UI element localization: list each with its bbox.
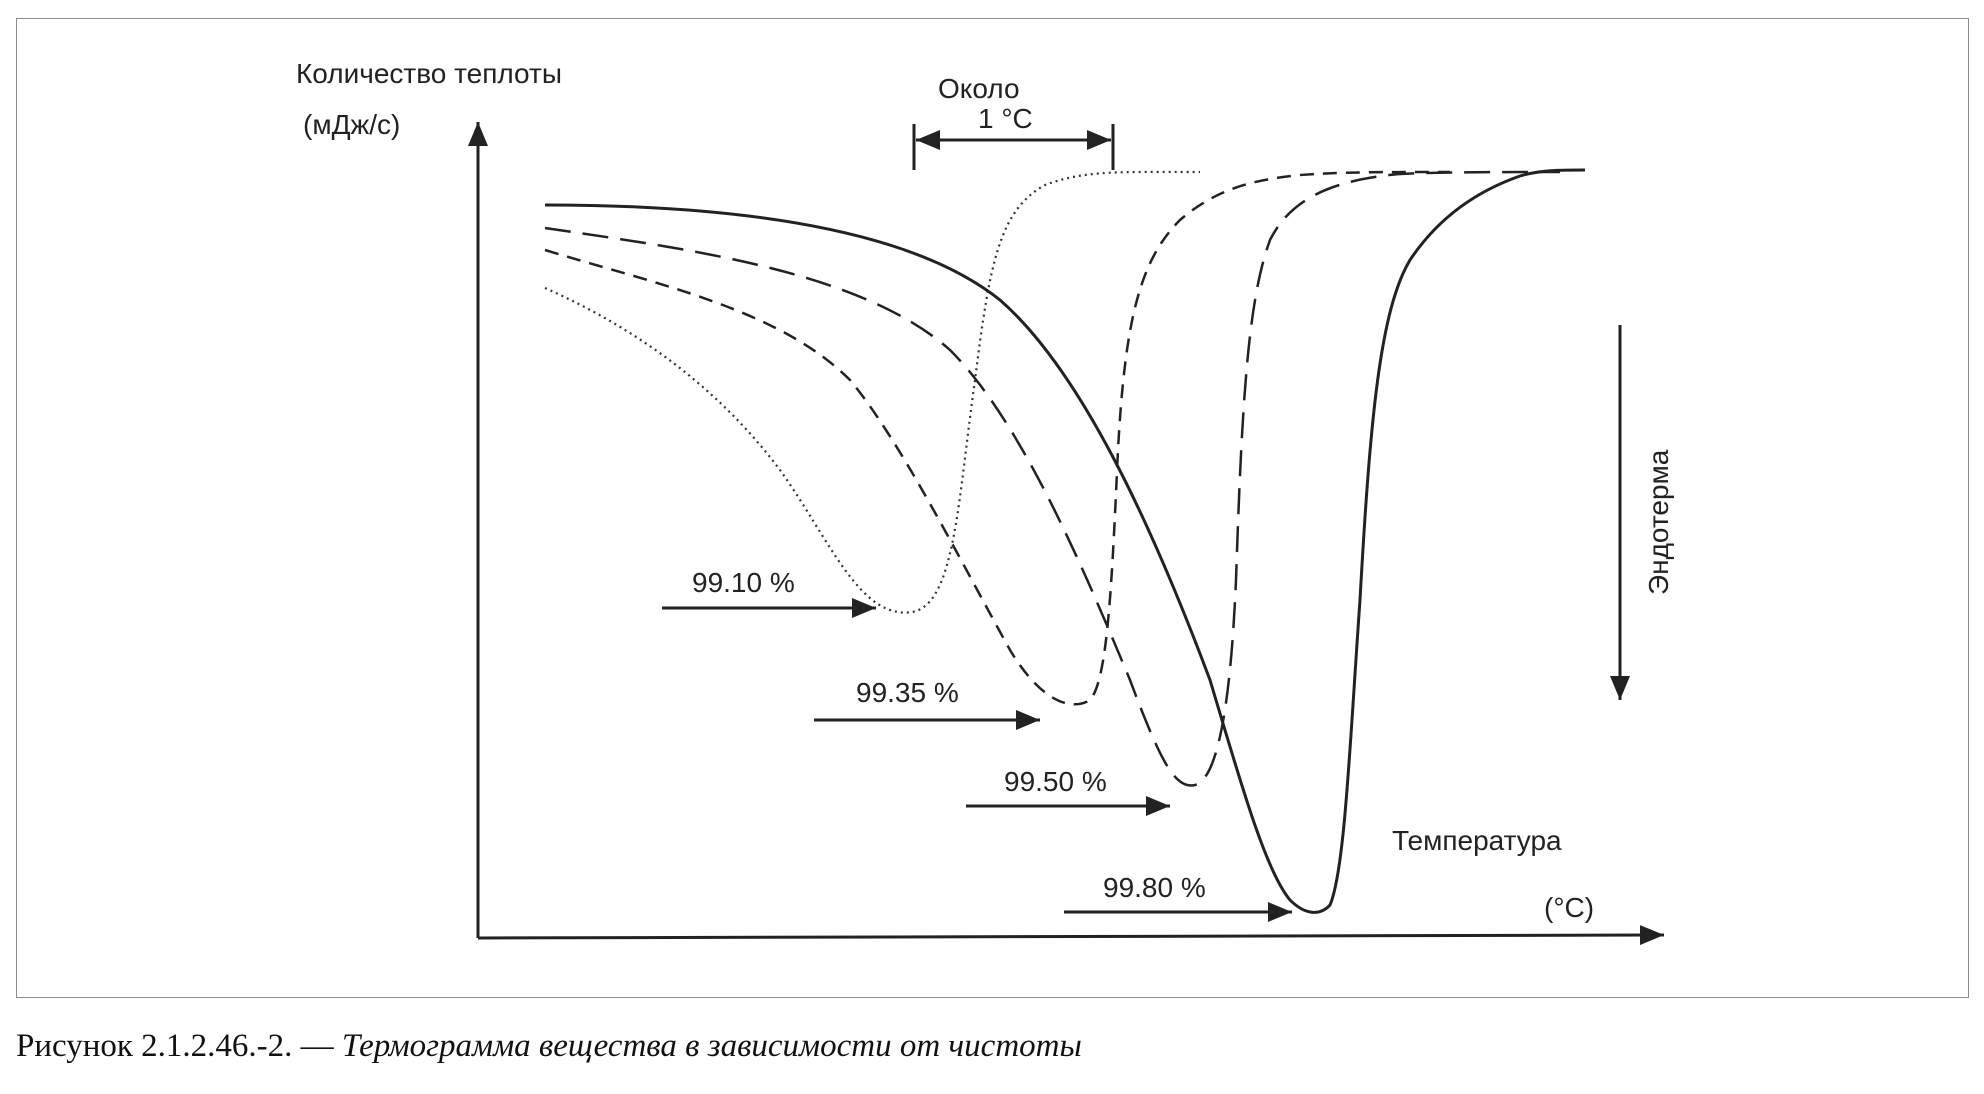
series-curve-99-50 — [544, 170, 1561, 787]
figure-frame — [16, 18, 1969, 998]
x-axis-label-line2: (°C) — [1544, 892, 1594, 923]
series-label-99-80: 99.80 % — [1103, 872, 1206, 903]
caption-title: Термограмма вещества в зависимости от чи… — [341, 1028, 1082, 1064]
y-axis-label-line1: Количество теплоты — [296, 58, 562, 89]
endotherm-label: Эндотерма — [1643, 449, 1674, 595]
series-curve-99-10 — [544, 170, 1201, 614]
scale-note-line1: Около — [938, 73, 1020, 104]
caption-prefix: Рисунок 2.1.2.46.-2. — — [16, 1028, 342, 1064]
series-curve-99-80 — [544, 168, 1586, 914]
series-curve-99-35 — [544, 170, 1451, 706]
scale-note-line2: 1 °C — [978, 103, 1033, 134]
x-axis — [477, 925, 1665, 946]
y-axis-label-line2: (мДж/с) — [303, 109, 400, 140]
figure-caption: Рисунок 2.1.2.46.-2. — Термограмма вещес… — [16, 1028, 1082, 1065]
x-axis-label-line1: Температура — [1392, 825, 1562, 856]
series-label-99-50: 99.50 % — [1004, 766, 1107, 797]
series-label-99-10: 99.10 % — [692, 567, 795, 598]
series-label-99-35: 99.35 % — [856, 677, 959, 708]
